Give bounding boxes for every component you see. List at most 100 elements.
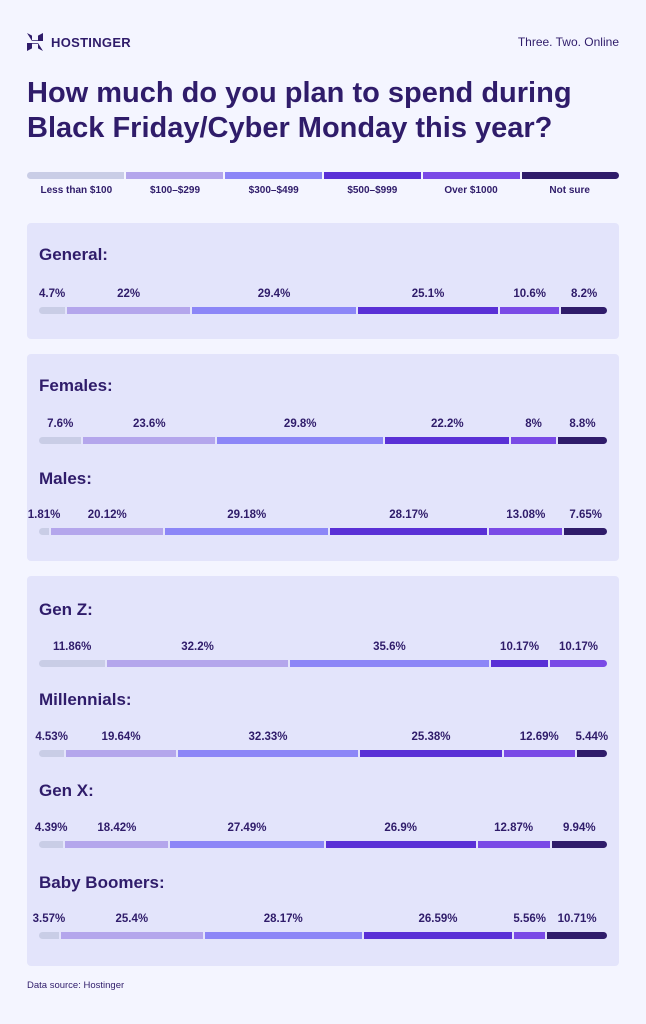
bar-segment xyxy=(39,307,66,314)
data-label: 12.87% xyxy=(494,822,534,834)
bar-segment xyxy=(514,932,546,939)
legend-labels: Less than $100 $100–$299 $300–$499 $500–$99… xyxy=(27,185,619,196)
bar-segment xyxy=(165,528,329,535)
bar-segment xyxy=(576,750,607,757)
data-label: 19.64% xyxy=(101,731,141,743)
data-label: 25.1% xyxy=(411,288,445,300)
legend-swatch xyxy=(522,172,619,179)
data-label: 7.65% xyxy=(569,509,602,521)
bar-segment xyxy=(547,932,607,939)
header: HOSTINGER Three. Two. Online xyxy=(27,33,619,51)
data-label: 10.17% xyxy=(559,641,599,653)
bar-segment xyxy=(217,437,384,444)
row-title: Females: xyxy=(39,376,113,395)
bar-segment xyxy=(358,307,499,314)
stacked-bar xyxy=(39,932,607,939)
bar-segment xyxy=(60,932,203,939)
data-labels-row: 4.7% 22% 29.4% 25.1% 10.6% 8.2% xyxy=(27,288,619,302)
stacked-bar xyxy=(39,528,607,535)
data-label: 28.17% xyxy=(389,509,429,521)
stacked-bar xyxy=(39,660,607,667)
data-label: 23.6% xyxy=(132,418,166,430)
bar-segment xyxy=(325,841,476,848)
stacked-bar xyxy=(39,841,607,848)
data-labels-row: 4.53% 19.64% 32.33% 25.38% 12.69% 5.44% xyxy=(27,731,619,745)
panel-gender: Females: 7.6% 23.6% 29.8% 22.2% 8% 8.8% Males: 1… xyxy=(27,354,619,561)
data-label: 29.8% xyxy=(283,418,317,430)
data-label: 12.69% xyxy=(519,731,559,743)
panel-generations: Gen Z: 11.86% 32.2% 35.6% 10.17% 10.17% Millen… xyxy=(27,576,619,966)
bar-segment xyxy=(191,307,357,314)
legend-label: Over $1000 xyxy=(444,185,498,196)
bar-segment xyxy=(170,841,324,848)
bar-segment xyxy=(489,528,563,535)
bar-segment xyxy=(66,750,176,757)
data-label: 10.71% xyxy=(557,913,597,925)
legend-swatch xyxy=(126,172,223,179)
data-label: 25.4% xyxy=(115,913,149,925)
bar-segment xyxy=(491,660,549,667)
data-labels-row: 7.6% 23.6% 29.8% 22.2% 8% 8.8% xyxy=(27,418,619,432)
bar-segment xyxy=(39,841,64,848)
data-label: 8.2% xyxy=(571,288,598,300)
tagline: Three. Two. Online xyxy=(517,35,619,49)
data-label: 8% xyxy=(525,418,542,430)
bar-segment xyxy=(477,841,550,848)
data-label: 32.2% xyxy=(181,641,214,653)
bar-segment xyxy=(107,660,288,667)
data-label: 4.53% xyxy=(35,731,68,743)
data-label: 10.17% xyxy=(500,641,540,653)
legend-label: Not sure xyxy=(549,185,590,196)
data-label: 5.44% xyxy=(575,731,609,743)
bar-segment xyxy=(561,307,607,314)
data-label: 10.6% xyxy=(513,288,546,300)
data-label: 26.59% xyxy=(418,913,458,925)
data-source: Data source: Hostinger xyxy=(27,980,125,991)
stacked-bar xyxy=(39,437,607,444)
row-title: General: xyxy=(39,245,108,264)
data-label: 7.6% xyxy=(47,418,74,430)
brand-logo: HOSTINGER xyxy=(27,33,131,51)
data-label: 3.57% xyxy=(32,913,66,925)
bar-segment xyxy=(289,660,490,667)
stacked-bar xyxy=(39,307,607,314)
bar-segment xyxy=(65,841,169,848)
row-title: Gen X: xyxy=(39,781,94,800)
bar-segment xyxy=(83,437,216,444)
legend: Less than $100 $100–$299 $300–$499 $500–$99… xyxy=(27,172,619,202)
data-labels-row: 1.81% 20.12% 29.18% 28.17% 13.08% 7.65% xyxy=(27,509,619,523)
legend-label: $300–$499 xyxy=(248,185,299,196)
data-label: 29.18% xyxy=(227,509,267,521)
row-title: Males: xyxy=(39,469,92,488)
hostinger-logo-icon xyxy=(27,33,43,51)
legend-label: $100–$299 xyxy=(149,185,201,196)
data-label: 35.6% xyxy=(373,641,406,653)
bar-segment xyxy=(385,437,510,444)
bar-segment xyxy=(39,437,82,444)
bar-segment xyxy=(39,528,50,535)
bar-segment xyxy=(500,307,560,314)
row-title: Baby Boomers: xyxy=(39,873,165,892)
bar-segment xyxy=(511,437,556,444)
bar-segment xyxy=(503,750,575,757)
data-label: 4.7% xyxy=(39,288,66,300)
legend-label: Less than $100 xyxy=(40,185,113,196)
data-labels-row: 4.39% 18.42% 27.49% 26.9% 12.87% 9.94% xyxy=(27,822,619,836)
legend-swatch xyxy=(225,172,322,179)
data-label: 20.12% xyxy=(87,509,127,521)
legend-swatch xyxy=(324,172,421,179)
data-label: 18.42% xyxy=(97,822,137,834)
bar-segment xyxy=(39,932,59,939)
bar-segment xyxy=(550,660,607,667)
bar-segment xyxy=(363,932,513,939)
title-line-2: Black Friday/Cyber Monday this year? xyxy=(27,112,553,144)
bar-segment xyxy=(39,750,65,757)
page-title: How much do you plan to spend during Bla… xyxy=(27,76,619,146)
bar-segment xyxy=(51,528,164,535)
data-labels-row: 3.57% 25.4% 28.17% 26.59% 5.56% 10.71% xyxy=(27,913,619,927)
data-label: 26.9% xyxy=(384,822,417,834)
data-label: 8.8% xyxy=(569,418,596,430)
bar-segment xyxy=(204,932,362,939)
data-label: 22.2% xyxy=(431,418,464,430)
row-title: Millennials: xyxy=(39,690,132,709)
